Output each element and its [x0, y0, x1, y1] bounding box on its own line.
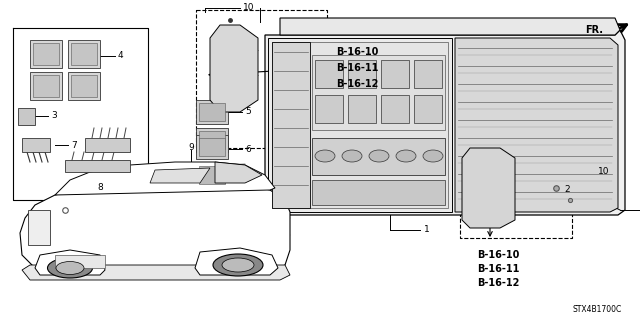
Polygon shape — [68, 40, 100, 68]
Polygon shape — [414, 60, 442, 88]
Polygon shape — [348, 95, 376, 123]
Polygon shape — [168, 163, 215, 175]
Polygon shape — [18, 108, 35, 125]
Polygon shape — [315, 60, 343, 88]
Text: B-16-12: B-16-12 — [336, 79, 378, 89]
Ellipse shape — [56, 262, 84, 275]
Polygon shape — [28, 210, 50, 245]
Polygon shape — [30, 40, 62, 68]
Polygon shape — [150, 168, 210, 183]
Polygon shape — [30, 72, 62, 100]
Polygon shape — [199, 103, 225, 121]
Polygon shape — [35, 250, 105, 275]
Ellipse shape — [213, 254, 263, 276]
Polygon shape — [215, 162, 262, 183]
Text: FR.: FR. — [585, 25, 603, 35]
Polygon shape — [68, 72, 100, 100]
Polygon shape — [33, 75, 59, 97]
Text: 8: 8 — [97, 183, 103, 192]
Polygon shape — [210, 25, 258, 112]
Polygon shape — [455, 38, 618, 212]
Text: 9: 9 — [188, 143, 194, 152]
Polygon shape — [22, 265, 290, 280]
Polygon shape — [462, 148, 515, 228]
Polygon shape — [315, 95, 343, 123]
Text: STX4B1700C: STX4B1700C — [573, 306, 622, 315]
Text: B-16-10: B-16-10 — [336, 47, 378, 57]
Polygon shape — [312, 55, 445, 130]
Text: B-16-12: B-16-12 — [477, 278, 520, 288]
Polygon shape — [199, 166, 225, 184]
Polygon shape — [272, 42, 448, 208]
Text: B-16-10: B-16-10 — [477, 250, 520, 260]
Polygon shape — [85, 138, 130, 152]
Text: 4: 4 — [118, 51, 124, 61]
Ellipse shape — [369, 150, 389, 162]
Polygon shape — [71, 43, 97, 65]
Ellipse shape — [342, 150, 362, 162]
Polygon shape — [348, 60, 376, 88]
Ellipse shape — [396, 150, 416, 162]
Polygon shape — [55, 162, 275, 195]
Polygon shape — [71, 75, 97, 97]
Ellipse shape — [423, 150, 443, 162]
Polygon shape — [280, 18, 620, 35]
Polygon shape — [33, 43, 59, 65]
Polygon shape — [22, 138, 50, 152]
Polygon shape — [65, 160, 130, 172]
Text: B-16-11: B-16-11 — [336, 63, 378, 73]
Text: 5: 5 — [245, 108, 251, 116]
Polygon shape — [196, 128, 228, 152]
Polygon shape — [55, 255, 105, 268]
Ellipse shape — [222, 258, 254, 272]
Polygon shape — [268, 38, 452, 212]
Text: 6: 6 — [245, 145, 251, 153]
Ellipse shape — [315, 150, 335, 162]
Polygon shape — [414, 95, 442, 123]
Polygon shape — [381, 95, 409, 123]
Text: 10: 10 — [243, 4, 255, 12]
Polygon shape — [195, 248, 278, 275]
Polygon shape — [199, 138, 225, 156]
Text: 3: 3 — [51, 112, 57, 121]
Polygon shape — [196, 100, 228, 124]
Text: 1: 1 — [424, 226, 429, 234]
Text: B-16-11: B-16-11 — [477, 264, 520, 274]
Polygon shape — [312, 138, 445, 175]
Text: 10: 10 — [598, 167, 609, 176]
Polygon shape — [265, 30, 625, 215]
Polygon shape — [196, 163, 228, 187]
Polygon shape — [312, 180, 445, 205]
Ellipse shape — [47, 258, 93, 278]
Polygon shape — [381, 60, 409, 88]
Text: 2: 2 — [564, 184, 570, 194]
Polygon shape — [196, 135, 228, 159]
Polygon shape — [272, 42, 310, 208]
Polygon shape — [199, 131, 225, 149]
Polygon shape — [20, 183, 290, 278]
Text: 7: 7 — [71, 140, 77, 150]
